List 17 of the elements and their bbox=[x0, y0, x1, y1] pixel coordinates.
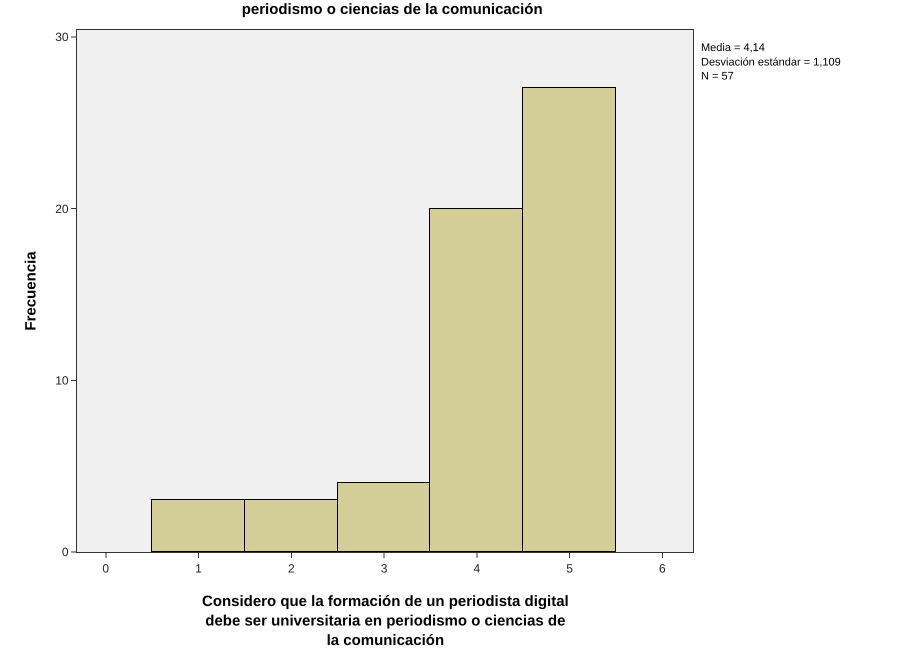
text: N = 57 bbox=[701, 70, 734, 83]
x-tick-label: 5 bbox=[566, 561, 574, 576]
chart-title: periodismo o ciencias de la comunicación bbox=[242, 0, 543, 18]
y-tick-label: 0 bbox=[62, 545, 69, 560]
text: Desviación estándar = 1,109 bbox=[701, 56, 841, 68]
x-tick-label: 3 bbox=[380, 561, 388, 576]
x-tick-label: 0 bbox=[102, 561, 110, 576]
text: Media = 4,14 bbox=[701, 42, 765, 54]
x-tick-label: 1 bbox=[195, 561, 202, 576]
y-tick-label: 20 bbox=[55, 202, 69, 216]
y-axis-title: Frecuencia bbox=[22, 250, 40, 331]
x-tick-label: 6 bbox=[659, 561, 666, 576]
x-tick-label: 4 bbox=[473, 561, 480, 576]
x-tick-label: 2 bbox=[288, 561, 295, 576]
y-tick-label: 30 bbox=[55, 30, 69, 44]
y-tick-label: 10 bbox=[55, 373, 69, 388]
x-axis-title: Considero que la formación de un periodista digital debe ser universitaria en periodismo o ciencias de la comunicación bbox=[202, 593, 569, 649]
